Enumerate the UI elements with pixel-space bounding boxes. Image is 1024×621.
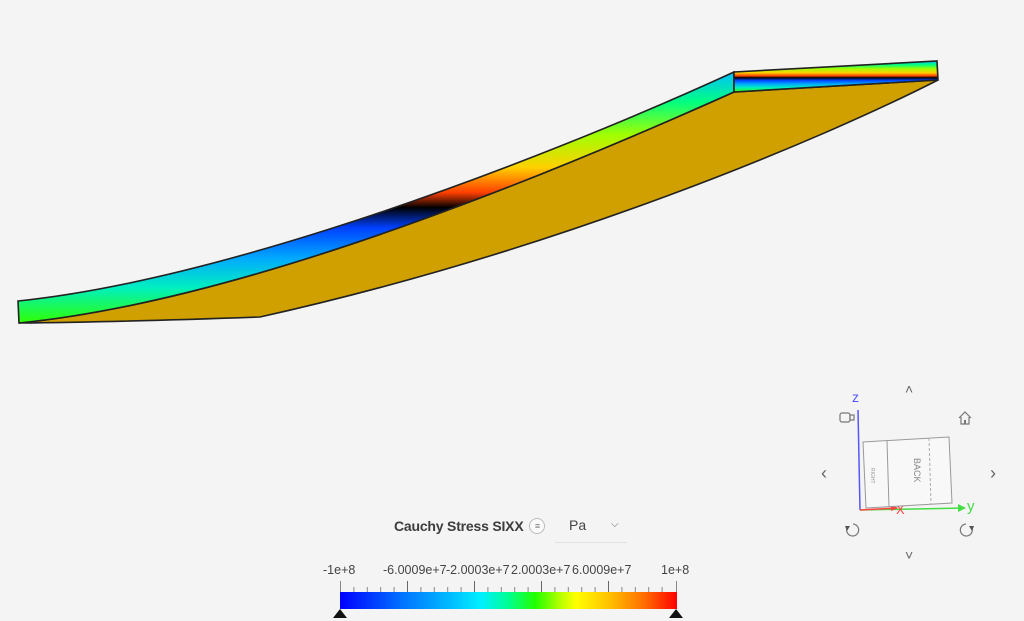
rotate-ccw-icon[interactable] [845, 523, 860, 537]
colorbar-tick-label: -2.0003e+7 [446, 563, 510, 577]
legend-menu-icon[interactable]: ≡ [529, 518, 546, 534]
camera-projection-icon[interactable] [839, 412, 855, 423]
home-icon[interactable] [958, 411, 972, 425]
orbit-left-button[interactable]: ‹ [821, 463, 827, 483]
legend-header: Cauchy Stress SIXX ≡ [394, 514, 546, 538]
chevron-down-icon: ⌵ [611, 519, 619, 530]
view-navigator[interactable]: z y X BACK RIGHT [839, 389, 975, 537]
z-axis-label: z [852, 389, 859, 405]
y-axis-label: y [967, 498, 975, 515]
beam-model[interactable] [17, 60, 939, 324]
colorbar-ticks [340, 581, 677, 592]
z-axis-line [857, 409, 861, 511]
unit-value: Pa [569, 517, 587, 533]
colorbar-tick-label: 2.0003e+7 [511, 563, 571, 577]
colorbar-max-handle[interactable] [669, 609, 683, 618]
cube-face-right[interactable]: RIGHT [869, 468, 875, 484]
colorbar-tick-label: 6.0009e+7 [572, 563, 632, 577]
colorbar-tick-label: -6.0009e+7 [383, 563, 447, 577]
cube-face-back[interactable]: BACK [912, 458, 922, 483]
colorbar-min-handle[interactable] [333, 609, 347, 618]
orbit-up-button[interactable]: ˄ [905, 381, 914, 397]
rotate-cw-icon[interactable] [959, 523, 974, 537]
unit-select[interactable]: Pa ⌵ [555, 512, 627, 543]
x-axis-line [859, 507, 898, 511]
colorbar-max-label: 1e+8 [661, 563, 690, 577]
orbit-down-button[interactable]: ˅ [905, 547, 914, 563]
colorbar-min-label: -1e+8 [323, 563, 356, 577]
colorbar-gradient [340, 592, 677, 609]
beam-end-face [733, 60, 939, 93]
legend-title: Cauchy Stress SIXX [394, 518, 524, 534]
x-axis-label: X [896, 502, 905, 517]
orbit-right-button[interactable]: › [990, 463, 996, 483]
view-cube[interactable]: BACK RIGHT [862, 436, 953, 509]
